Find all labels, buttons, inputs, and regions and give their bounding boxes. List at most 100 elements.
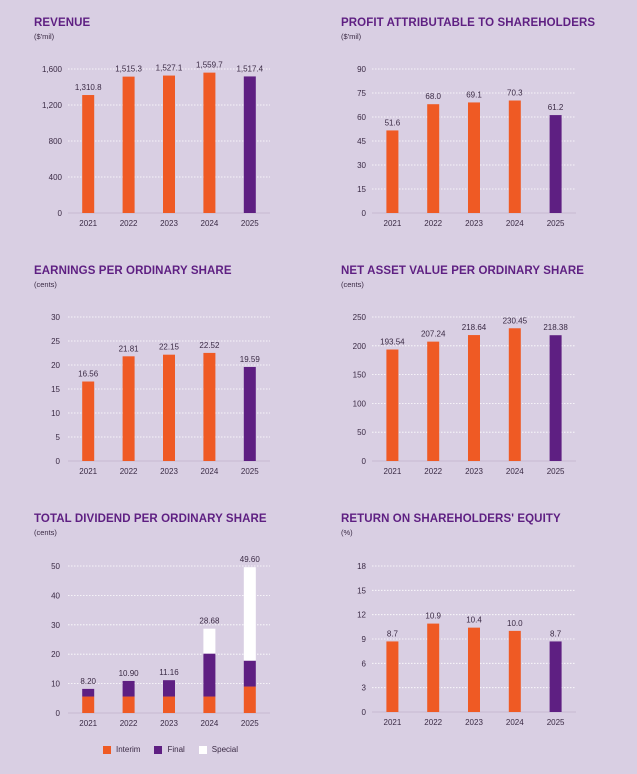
nav-ytick-label: 150 <box>353 371 367 380</box>
dividend-bar-final <box>122 680 135 697</box>
roe-data-label: 10.4 <box>466 616 482 625</box>
eps-xtick-label: 2021 <box>79 467 97 476</box>
dividend-xtick-label: 2021 <box>79 719 97 728</box>
dividend-bar-interim <box>163 696 175 713</box>
dividend-bar-final <box>243 660 256 687</box>
roe-data-label: 10.9 <box>425 612 441 621</box>
profit-ytick-label: 60 <box>357 113 366 122</box>
profit-xtick-label: 2021 <box>384 219 402 228</box>
nav-data-label: 218.64 <box>462 323 487 332</box>
chart-title: PROFIT ATTRIBUTABLE TO SHAREHOLDERS <box>341 17 596 29</box>
roe-ytick-label: 12 <box>357 611 366 620</box>
chart-title: NET ASSET VALUE PER ORDINARY SHARE <box>341 265 585 277</box>
legend-swatch-special <box>198 745 207 754</box>
revenue-ytick-label: 1,600 <box>42 65 63 74</box>
dividend-data-label: 10.90 <box>119 669 140 678</box>
nav-ytick-label: 200 <box>353 342 367 351</box>
profit-ytick-label: 45 <box>357 137 366 146</box>
roe-ytick-label: 15 <box>357 586 366 595</box>
nav-data-label: 218.38 <box>543 323 568 332</box>
eps-ytick-label: 5 <box>56 433 61 442</box>
chart-panel-eps: EARNINGS PER ORDINARY SHARE (cents) <box>34 265 314 485</box>
profit-data-label: 70.3 <box>507 89 523 98</box>
dividend-ytick-label: 50 <box>51 562 60 571</box>
revenue-ytick-label: 400 <box>49 173 63 182</box>
dividend-bar-final <box>203 653 216 697</box>
nav-xtick-label: 2023 <box>465 467 483 476</box>
profit-xtick-label: 2024 <box>506 219 524 228</box>
profit-data-label: 51.6 <box>385 118 401 127</box>
profit-bar <box>468 102 480 213</box>
nav-xtick-label: 2024 <box>506 467 524 476</box>
chart-title: TOTAL DIVIDEND PER ORDINARY SHARE <box>34 513 267 525</box>
nav-xtick-label: 2022 <box>424 467 442 476</box>
dividend-xtick-label: 2025 <box>241 719 259 728</box>
dividend-legend: Interim Final Special <box>103 745 238 754</box>
chart-unit: (cents) <box>34 280 57 289</box>
chart-panel-nav: NET ASSET VALUE PER ORDINARY SHARE (cent… <box>341 265 621 485</box>
dividend-xtick-label: 2024 <box>201 719 219 728</box>
chart-unit: ($'mil) <box>341 32 362 41</box>
revenue-bar <box>82 95 95 213</box>
revenue-xtick-label: 2024 <box>201 219 219 228</box>
dividend-bar-interim <box>243 686 256 713</box>
profit-xtick-label: 2022 <box>424 219 442 228</box>
dividend-bar-final <box>163 680 175 697</box>
legend-swatch-final <box>154 745 163 754</box>
eps-data-label: 19.59 <box>240 355 261 364</box>
revenue-bar <box>243 76 256 214</box>
chart-unit: (cents) <box>341 280 364 289</box>
nav-xtick-label: 2025 <box>547 467 565 476</box>
nav-bar <box>549 335 562 461</box>
eps-bar <box>82 381 95 461</box>
revenue-xtick-label: 2022 <box>120 219 138 228</box>
roe-data-label: 8.7 <box>387 629 399 638</box>
legend-item-interim: Interim <box>103 745 140 754</box>
profit-bar <box>427 104 440 213</box>
roe-xtick-label: 2022 <box>424 718 442 727</box>
nav-bar <box>508 328 521 461</box>
dividend-ytick-label: 0 <box>56 709 61 718</box>
revenue-xtick-label: 2023 <box>160 219 178 228</box>
dividend-bar-interim <box>82 696 95 713</box>
eps-ytick-label: 0 <box>56 457 61 466</box>
chart-title: RETURN ON SHAREHOLDERS' EQUITY <box>341 513 561 525</box>
roe-bar <box>386 641 399 712</box>
roe-ytick-label: 9 <box>362 635 367 644</box>
dividend-bar-final <box>82 688 95 697</box>
eps-data-label: 22.52 <box>199 341 220 350</box>
roe-xtick-label: 2025 <box>547 718 565 727</box>
legend-swatch-interim <box>103 745 111 754</box>
legend-item-final: Final <box>154 745 185 754</box>
eps-ytick-label: 25 <box>51 337 60 346</box>
legend-label-interim: Interim <box>116 745 141 754</box>
chart-unit: (cents) <box>34 528 57 537</box>
profit-ytick-label: 15 <box>357 185 366 194</box>
profit-bar <box>386 130 399 213</box>
dividend-ytick-label: 20 <box>51 650 60 659</box>
legend-label-special: Special <box>211 745 239 754</box>
legend-label-final: Final <box>167 745 185 754</box>
dividend-bar-special <box>203 628 216 654</box>
revenue-bar <box>163 75 175 213</box>
nav-xtick-label: 2021 <box>384 467 402 476</box>
profit-ytick-label: 0 <box>362 209 367 218</box>
nav-bar <box>427 341 440 461</box>
roe-bar <box>549 641 562 712</box>
roe-bar <box>468 627 480 712</box>
roe-ytick-label: 3 <box>362 684 367 693</box>
nav-data-label: 193.54 <box>380 338 405 347</box>
profit-data-label: 68.0 <box>425 92 441 101</box>
nav-data-label: 230.45 <box>503 316 528 325</box>
eps-xtick-label: 2024 <box>201 467 219 476</box>
profit-xtick-label: 2023 <box>465 219 483 228</box>
eps-xtick-label: 2023 <box>160 467 178 476</box>
revenue-ytick-label: 800 <box>49 137 63 146</box>
roe-xtick-label: 2021 <box>384 718 402 727</box>
nav-data-label: 207.24 <box>421 330 446 339</box>
roe-data-label: 10.0 <box>507 619 523 628</box>
dividend-bar-interim <box>203 696 216 713</box>
profit-data-label: 69.1 <box>466 90 482 99</box>
nav-ytick-label: 100 <box>353 399 367 408</box>
